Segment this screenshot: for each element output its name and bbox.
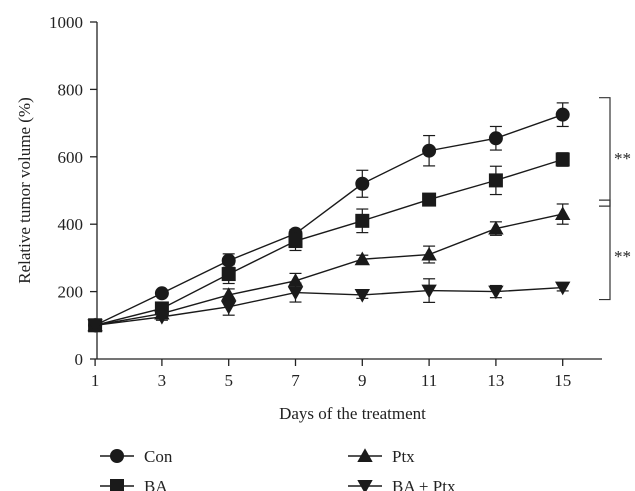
data-point-ptx — [421, 246, 437, 261]
data-point-ptx — [555, 206, 571, 221]
data-point-ba — [555, 152, 570, 167]
x-tick-label: 15 — [554, 371, 571, 390]
legend: Con BA Ptx BA + Ptx — [100, 447, 456, 491]
legend-marker — [357, 480, 373, 491]
y-tick-label: 0 — [75, 350, 84, 369]
series-ba-ptx — [87, 278, 571, 333]
data-point-ba-ptx — [87, 319, 103, 333]
data-point-ptx — [354, 251, 370, 266]
series-line-ba-ptx — [95, 286, 563, 326]
data-point-con — [355, 176, 370, 191]
legend-item-ba-ptx: BA + Ptx — [348, 477, 456, 491]
significance-label: ** — [614, 247, 631, 266]
legend-marker — [110, 449, 124, 463]
data-point-ba — [355, 213, 370, 228]
data-point-con — [422, 143, 437, 158]
y-tick-label: 600 — [58, 148, 84, 167]
x-tick-label: 7 — [291, 371, 300, 390]
legend-label: BA + Ptx — [392, 477, 456, 491]
y-tick-label: 400 — [58, 215, 84, 234]
data-point-con — [488, 131, 503, 146]
x-tick-label: 3 — [158, 371, 167, 390]
data-point-ba-ptx — [221, 300, 237, 315]
y-tick-label: 800 — [58, 80, 84, 99]
significance-bracket — [599, 199, 611, 301]
series-line-con — [94, 114, 563, 326]
legend-item-ba: BA — [100, 477, 168, 491]
legend-marker — [110, 479, 124, 491]
data-point-ba-ptx — [555, 281, 571, 296]
series-line-ptx — [94, 213, 563, 326]
legend-item-con: Con — [100, 447, 173, 466]
x-tick-label: 1 — [91, 371, 100, 390]
x-tick-label: 13 — [487, 371, 504, 390]
significance-label: ** — [614, 149, 631, 168]
x-axis-label: Days of the treatment — [279, 404, 426, 423]
data-point-ba-ptx — [421, 284, 437, 299]
legend-marker — [357, 448, 373, 462]
data-point-ptx — [221, 287, 237, 301]
x-tick-label: 5 — [224, 371, 233, 390]
series-line-ba — [94, 158, 563, 326]
series-ba — [88, 152, 570, 333]
data-point-ba-ptx — [154, 310, 170, 325]
x-tick-label: 9 — [358, 371, 367, 390]
y-tick-label: 1000 — [49, 13, 83, 32]
significance-bracket — [599, 97, 611, 207]
data-point-con — [154, 286, 169, 301]
data-point-con — [555, 107, 570, 122]
significance-annotations: ** ** — [599, 97, 631, 301]
legend-label: BA — [144, 477, 168, 491]
y-tick-label: 200 — [58, 283, 84, 302]
legend-item-ptx: Ptx — [348, 447, 415, 466]
data-point-ba-ptx — [354, 289, 370, 303]
data-point-ba-ptx — [488, 285, 504, 300]
data-point-ba — [488, 173, 503, 188]
legend-label: Con — [144, 447, 173, 466]
x-tick-label: 11 — [421, 371, 437, 390]
data-point-ba — [221, 267, 236, 282]
data-point-ba — [288, 234, 303, 249]
y-axis-label: Relative tumor volume (%) — [15, 97, 34, 283]
series-layer — [87, 102, 571, 333]
data-point-ptx — [488, 220, 504, 235]
data-point-ba-ptx — [287, 286, 304, 301]
legend-label: Ptx — [392, 447, 415, 466]
data-point-ba — [422, 192, 437, 207]
